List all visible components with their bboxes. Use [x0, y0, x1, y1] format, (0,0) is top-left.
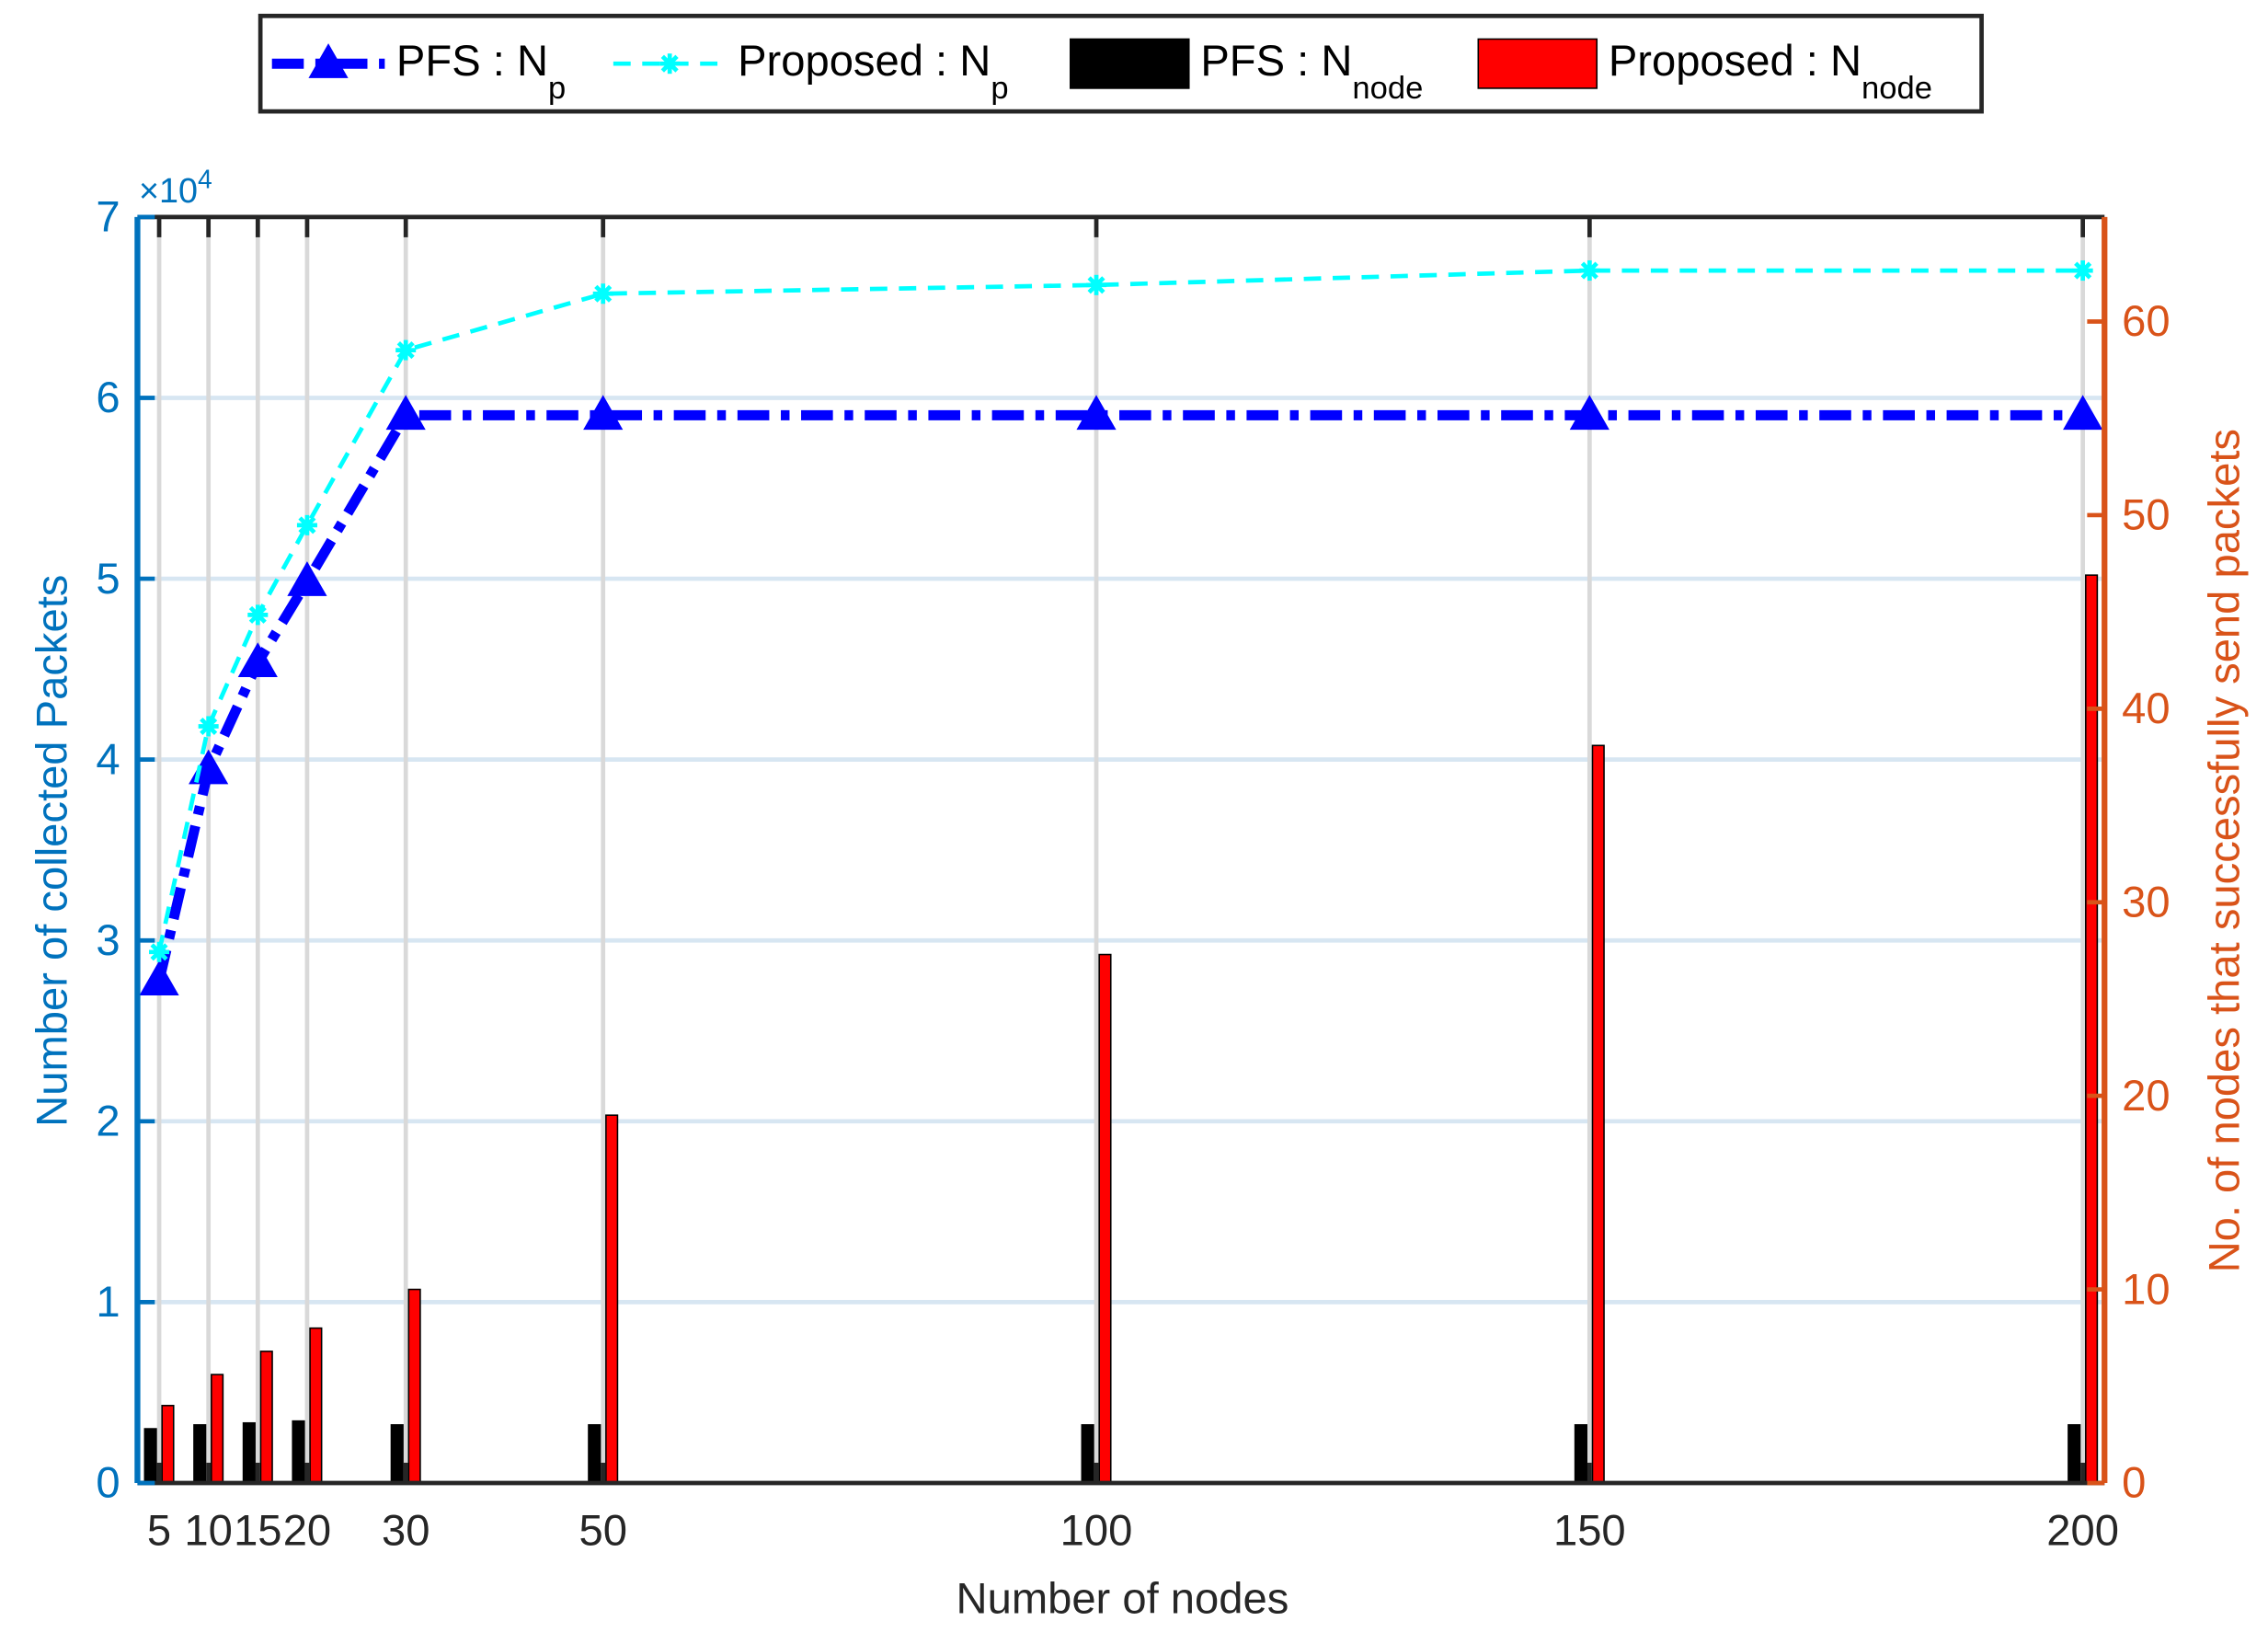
x-tick-label: 20 [283, 1506, 331, 1555]
bar [605, 1114, 619, 1484]
legend-label-sub: p [548, 71, 566, 106]
bar [309, 1327, 323, 1484]
legend-label: Proposed : Np [738, 36, 1008, 106]
y-tick-label: 7 [96, 192, 120, 241]
marker [2063, 395, 2103, 431]
y-tick-label: 1 [96, 1277, 120, 1326]
marker [237, 642, 278, 677]
x-tick-label: 100 [1060, 1506, 1133, 1555]
marker [1086, 274, 1107, 295]
bar [1574, 1424, 1587, 1484]
marker [583, 395, 624, 431]
y-tick-label: 2 [96, 1097, 120, 1145]
marker-stroke [594, 284, 613, 303]
marker [308, 43, 349, 78]
marker-stroke [200, 717, 218, 736]
bar [242, 1421, 256, 1484]
marker-stroke [1087, 276, 1105, 294]
bar [1098, 953, 1112, 1484]
x-axis-label: Number of nodes [956, 1574, 1289, 1623]
legend-swatch [1477, 38, 1598, 89]
x-tick-label: 15 [234, 1506, 281, 1555]
y-exponent-power: 4 [198, 164, 212, 193]
legend-swatch [1070, 38, 1190, 89]
y-tick-label: 5 [96, 554, 120, 603]
bar [161, 1405, 175, 1484]
line [154, 409, 2083, 983]
bar [390, 1424, 404, 1484]
y2-tick-label: 60 [2122, 296, 2170, 345]
marker [139, 960, 179, 995]
marker [395, 339, 417, 361]
bar [2068, 1424, 2081, 1484]
marker-stroke [150, 943, 168, 961]
marker [198, 716, 219, 737]
marker [1579, 260, 1600, 282]
y-axis-label: Number of collected Packets [27, 575, 75, 1127]
marker-stroke [660, 54, 679, 73]
marker-stroke [2074, 261, 2092, 280]
y2-tick-label: 0 [2122, 1458, 2146, 1507]
y-tick-label: 6 [96, 373, 120, 421]
y-exponent-base: ×10 [139, 171, 198, 210]
marker-stroke [1580, 261, 1598, 280]
y-tick-label: 3 [96, 915, 120, 964]
line [156, 268, 2083, 953]
y2-tick-label: 20 [2122, 1071, 2170, 1120]
x-tick-label: 30 [382, 1506, 430, 1555]
legend-label: PFS : Nnode [1200, 36, 1423, 106]
marker [296, 514, 317, 535]
marker [659, 53, 681, 75]
legend-label: PFS : Np [396, 36, 566, 106]
marker [1569, 395, 1609, 431]
marker [592, 283, 613, 305]
bar [588, 1424, 601, 1484]
y2-tick-label: 10 [2122, 1264, 2170, 1313]
x-tick-label: 200 [2046, 1506, 2119, 1555]
legend-label-sub: node [1861, 71, 1932, 106]
marker [149, 941, 170, 962]
y-exponent: ×104 [139, 164, 212, 210]
bar [1081, 1424, 1094, 1484]
x-tick-label: 5 [147, 1506, 171, 1555]
legend-label-main: Proposed : N [738, 36, 991, 85]
bar [292, 1420, 305, 1484]
marker [247, 604, 269, 626]
bar [407, 1288, 421, 1484]
y2-tick-label: 40 [2122, 684, 2170, 732]
legend-label: Proposed : Nnode [1609, 36, 1932, 106]
marker [287, 561, 327, 596]
marker [2072, 260, 2093, 282]
legend-label-main: PFS : N [396, 36, 548, 85]
x-tick-label: 150 [1553, 1506, 1626, 1555]
y-tick-label: 0 [96, 1458, 120, 1507]
marker-stroke [298, 516, 316, 535]
x-tick-label: 10 [184, 1506, 232, 1555]
bar [2085, 574, 2099, 1484]
marker [385, 395, 426, 431]
marker-stroke [396, 341, 415, 360]
legend-label-sub: p [991, 71, 1008, 106]
legend-label-main: PFS : N [1200, 36, 1352, 85]
y2-axis-label: No. of nodes that successfully send pack… [2200, 429, 2249, 1272]
bar [1591, 744, 1605, 1484]
y2-tick-label: 50 [2122, 490, 2170, 539]
bar [193, 1424, 207, 1484]
marker [1076, 395, 1117, 431]
y-tick-label: 4 [96, 734, 120, 783]
marker-stroke [248, 605, 267, 624]
y2-tick-label: 30 [2122, 877, 2170, 925]
legend-label-main: Proposed : N [1609, 36, 1861, 85]
bar [211, 1374, 224, 1484]
bar [143, 1428, 157, 1484]
bar [259, 1351, 273, 1484]
legend-label-sub: node [1352, 71, 1423, 106]
x-tick-label: 50 [578, 1506, 626, 1555]
